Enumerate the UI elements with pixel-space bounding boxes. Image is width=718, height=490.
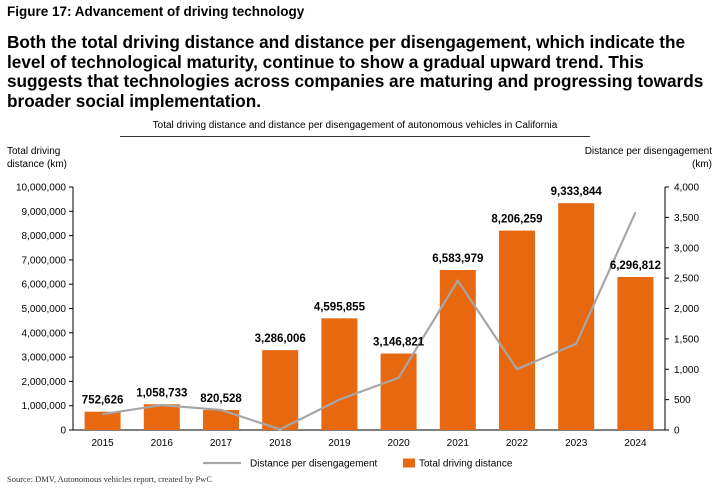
left-tick-label: 10,000,000	[16, 183, 66, 194]
right-tick-label: 1,500	[674, 334, 699, 345]
left-tick-label: 4,000,000	[22, 328, 67, 339]
bar-2017	[203, 410, 239, 430]
right-tick-label: 2,000	[674, 304, 699, 315]
bar-value-label: 6,296,812	[610, 260, 661, 272]
bar-value-label: 4,595,855	[314, 301, 366, 313]
bar-2016	[143, 404, 180, 430]
left-axis: 0 1,000,000 2,000,000 3,000,000 4,000,000 5,0…	[16, 183, 74, 437]
right-tick-label: 500	[674, 395, 691, 406]
chart-title: Total driving distance and distance per …	[152, 120, 558, 131]
bar-2018	[262, 350, 299, 430]
x-tick-label: 2018	[269, 438, 292, 449]
x-tick-label: 2021	[447, 438, 470, 449]
x-tick-label: 2024	[624, 438, 647, 449]
x-axis: 2015 2016 2017 2018 2019 2020 2021 2022 2023 2024	[73, 429, 665, 449]
right-tick-label: 4,000	[674, 183, 699, 194]
line-point-2023	[575, 343, 577, 345]
bar-value-label: 3,286,006	[255, 333, 306, 345]
left-axis-title-line-1: Total driving	[7, 146, 61, 157]
line-point-2015	[102, 413, 104, 415]
bar-value-label: 8,206,259	[491, 214, 542, 226]
left-tick-label: 2,000,000	[22, 377, 67, 388]
left-tick-label: 8,000,000	[22, 231, 67, 242]
line-point-2017	[220, 409, 222, 411]
x-tick-label: 2017	[210, 438, 233, 449]
bar-labels: 752,626 1,058,733 820,528 3,286,006 4,595,85…	[82, 186, 661, 407]
figure-label: Figure 17: Advancement of driving techno…	[7, 4, 305, 19]
x-tick-label: 2020	[387, 438, 410, 449]
left-tick-label: 0	[60, 426, 66, 437]
chart-title-rule	[120, 136, 590, 137]
right-tick-label: 3,000	[674, 243, 699, 254]
legend-bar-swatch	[403, 458, 415, 468]
headline: Both the total driving distance and dist…	[7, 32, 704, 111]
x-tick-label: 2023	[565, 438, 588, 449]
left-axis-title: Total driving distance (km)	[7, 145, 87, 171]
left-tick-label: 1,000,000	[22, 401, 67, 412]
line-point-2022	[516, 368, 518, 370]
bar-value-label: 1,058,733	[136, 387, 187, 399]
bar-2024	[617, 276, 654, 430]
x-tick-label: 2016	[151, 438, 174, 449]
x-tick-label: 2019	[328, 438, 351, 449]
left-tick-label: 9,000,000	[22, 207, 67, 218]
bar-value-label: 6,583,979	[432, 253, 483, 265]
x-tick-label: 2022	[506, 438, 529, 449]
right-tick-label: 3,500	[674, 213, 699, 224]
bar-2021	[439, 270, 476, 430]
right-tick-label: 0	[674, 426, 680, 437]
bar-value-label: 3,146,821	[373, 337, 425, 349]
left-tick-label: 3,000,000	[22, 353, 67, 364]
right-axis-title: Distance per disengagement (km)	[552, 145, 712, 171]
bar-2020	[380, 353, 417, 430]
right-axis-title-line-1: Distance per disengagement	[584, 146, 712, 157]
bar-2019	[321, 318, 358, 430]
source-note: Source: DMV, Autonomous vehicles report,…	[7, 474, 212, 484]
line-point-2016	[161, 404, 163, 406]
line-point-2019	[338, 399, 340, 401]
disengagement-line	[102, 211, 637, 431]
legend: Distance per disengagement Total driving …	[203, 458, 513, 470]
legend-label-bar: Total driving distance	[419, 459, 513, 470]
right-axis-title-line-2: (km)	[692, 159, 712, 170]
bars	[84, 203, 654, 430]
bar-value-label: 752,626	[82, 395, 124, 407]
bar-2022	[499, 230, 535, 430]
line-point-2018	[279, 428, 281, 430]
line-point-2020	[398, 377, 400, 379]
bar-value-label: 820,528	[200, 393, 242, 405]
left-tick-label: 7,000,000	[22, 255, 67, 266]
left-tick-label: 6,000,000	[22, 280, 67, 291]
bar-2015	[84, 411, 121, 430]
disengagement-polyline	[102, 212, 637, 431]
line-point-2024	[634, 211, 637, 214]
bar-value-label: 9,333,844	[551, 186, 603, 198]
left-axis-title-line-2: distance (km)	[7, 159, 68, 170]
right-tick-label: 2,500	[674, 274, 699, 285]
legend-label-line: Distance per disengagement	[250, 459, 378, 470]
left-tick-label: 5,000,000	[22, 304, 67, 315]
right-axis: 0 500 1,000 1,500 2,000 2,500 3,000 3,500 4,000	[664, 183, 699, 437]
x-tick-label: 2015	[91, 438, 114, 449]
right-tick-label: 1,000	[674, 365, 699, 376]
line-point-2021	[457, 279, 459, 282]
